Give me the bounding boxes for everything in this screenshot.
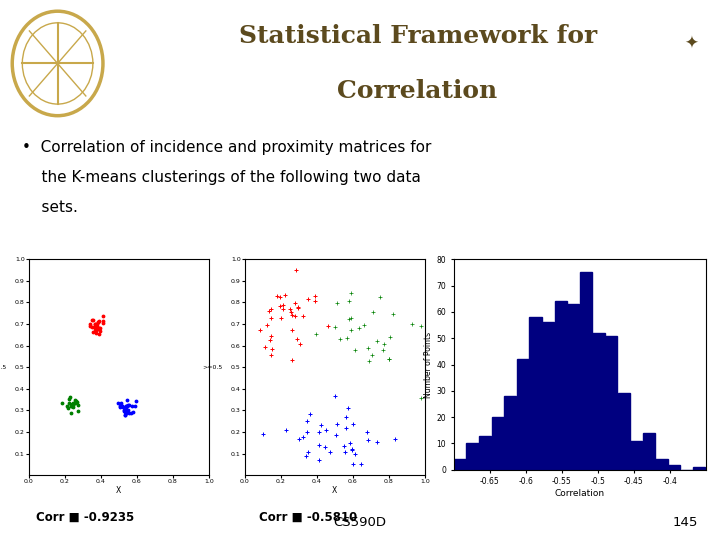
Bar: [655, 459, 667, 470]
Bar: [454, 459, 466, 470]
Bar: [643, 433, 655, 470]
X-axis label: X: X: [116, 486, 122, 495]
Bar: [504, 396, 516, 470]
Bar: [605, 335, 617, 470]
Bar: [630, 441, 642, 470]
Text: CS590D: CS590D: [333, 516, 387, 530]
Bar: [467, 443, 479, 470]
Bar: [618, 394, 630, 470]
Bar: [554, 301, 567, 470]
X-axis label: X: X: [332, 486, 338, 495]
Text: the K-means clusterings of the following two data: the K-means clusterings of the following…: [22, 170, 420, 185]
Bar: [542, 322, 554, 470]
Bar: [517, 359, 529, 470]
Bar: [492, 417, 504, 470]
Text: sets.: sets.: [22, 200, 78, 215]
Text: Statistical Framework for: Statistical Framework for: [238, 24, 597, 48]
Text: Corr ■ -0.9235: Corr ■ -0.9235: [36, 510, 134, 523]
Text: Correlation: Correlation: [338, 79, 498, 103]
Bar: [580, 272, 592, 470]
Text: Corr ■ -0.5810: Corr ■ -0.5810: [259, 510, 357, 523]
Bar: [693, 467, 706, 470]
Y-axis label: >=0.5: >=0.5: [202, 364, 222, 370]
Bar: [479, 436, 491, 470]
Bar: [668, 464, 680, 470]
Y-axis label: Number of Points: Number of Points: [424, 332, 433, 397]
Y-axis label: >=0.5: >=0.5: [0, 364, 6, 370]
Text: •  Correlation of incidence and proximity matrices for: • Correlation of incidence and proximity…: [22, 140, 431, 156]
Text: 145: 145: [673, 516, 698, 530]
Bar: [593, 333, 605, 470]
Bar: [567, 304, 580, 470]
X-axis label: Correlation: Correlation: [554, 489, 605, 498]
Bar: [529, 317, 541, 470]
Text: ✦: ✦: [684, 34, 698, 52]
